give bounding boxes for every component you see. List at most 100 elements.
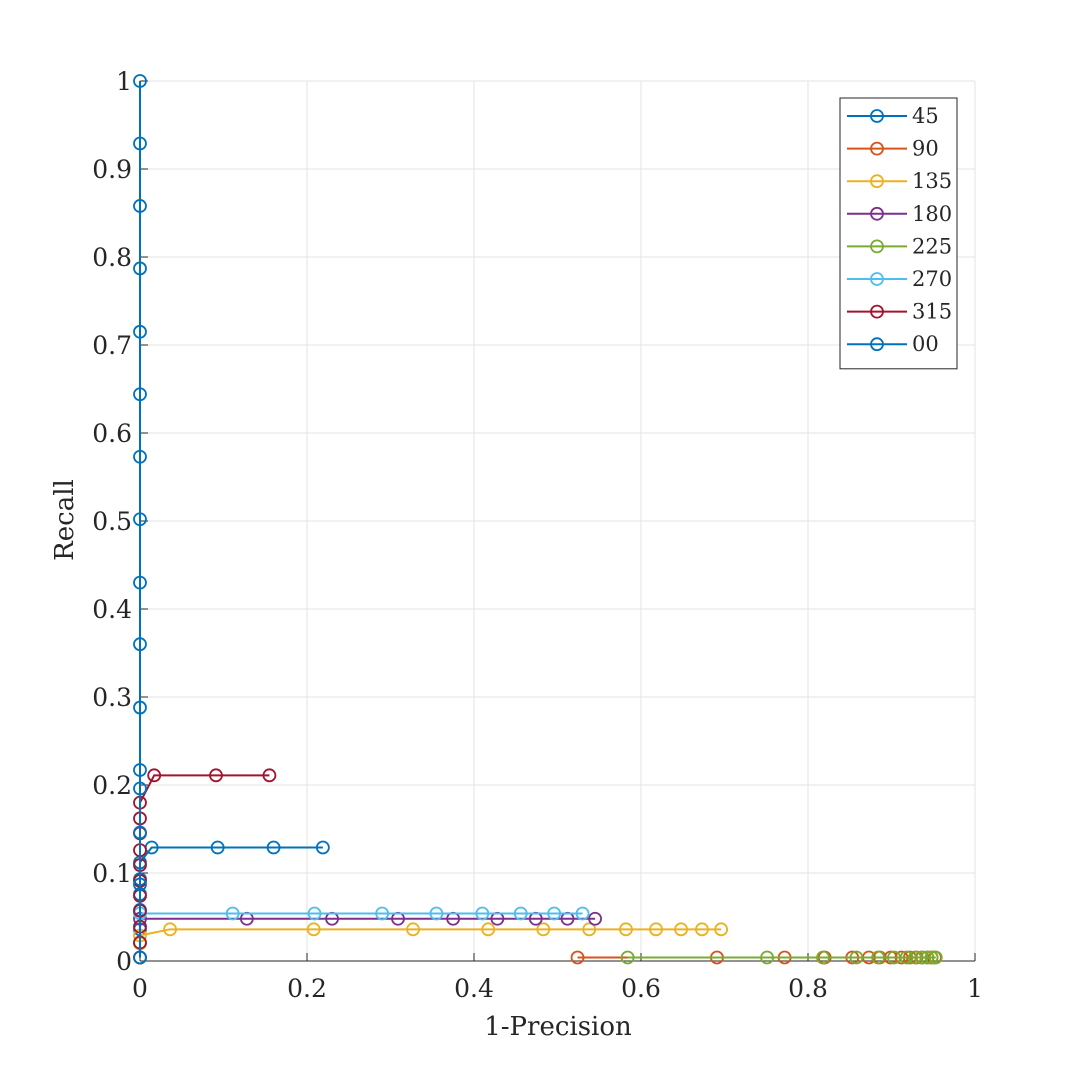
legend-marker (870, 206, 884, 221)
legend-label: 135 (912, 169, 952, 193)
legend-entry: 225 (847, 234, 952, 258)
legend-marker (870, 304, 884, 319)
legend-label: 225 (912, 234, 952, 258)
data-point (133, 637, 147, 652)
data-point (163, 922, 177, 937)
legend-entry: 90 (847, 137, 939, 161)
data-point (620, 950, 635, 965)
data-point (619, 922, 633, 937)
legend-label: 00 (912, 332, 939, 356)
legend: 45 90 135 180 225 270 315 00 (839, 97, 958, 370)
series-00 (133, 74, 147, 965)
x-tick-label: 0.8 (788, 974, 828, 1003)
data-point (928, 950, 943, 965)
data-point (920, 950, 935, 965)
y-tick-label: 0.1 (92, 859, 132, 888)
legend-label: 315 (912, 300, 952, 324)
data-point (133, 261, 147, 276)
y-tick-label: 0.6 (92, 419, 132, 448)
data-point (914, 950, 929, 965)
legend-label: 45 (912, 104, 939, 128)
legend-label: 90 (912, 137, 939, 161)
data-point (133, 950, 147, 965)
legend-label: 180 (912, 202, 952, 226)
y-tick-label: 0.8 (92, 243, 132, 272)
series-270 (133, 906, 590, 921)
legend-entry: 180 (847, 202, 952, 226)
data-point (375, 906, 390, 921)
data-point (133, 825, 147, 840)
data-point (133, 74, 147, 88)
data-point (513, 906, 528, 921)
series-line (139, 928, 722, 944)
plot-area (133, 74, 943, 965)
legend-entry: 00 (847, 332, 939, 356)
data-point (133, 136, 147, 151)
y-tick-label: 0.3 (92, 683, 132, 712)
data-point (588, 911, 602, 926)
data-point (760, 950, 774, 965)
data-point (262, 768, 277, 783)
x-tick-label: 0.4 (454, 974, 494, 1003)
y-tick-label: 0 (116, 947, 132, 976)
data-point (547, 906, 562, 921)
data-point (133, 387, 147, 402)
data-point (924, 950, 939, 965)
data-point (315, 840, 330, 855)
y-tick-label: 0.9 (92, 155, 132, 184)
data-point (536, 922, 551, 937)
x-axis-label: 1-Precision (484, 1012, 632, 1042)
data-point (570, 950, 585, 965)
data-point (816, 950, 830, 965)
y-tick-label: 0.7 (92, 331, 132, 360)
data-point (133, 199, 147, 213)
data-point (266, 840, 281, 855)
data-point (133, 763, 147, 777)
x-tick-label: 0.6 (621, 974, 661, 1003)
legend-entry: 270 (847, 267, 952, 291)
data-point (481, 922, 496, 937)
data-point (133, 449, 147, 464)
y-tick-label: 0.2 (92, 771, 132, 800)
data-point (133, 877, 147, 892)
series-225 (620, 950, 943, 965)
legend-marker (870, 239, 884, 254)
data-point (210, 840, 225, 855)
legend-marker (870, 337, 884, 352)
data-point (133, 700, 147, 715)
data-point (695, 922, 709, 937)
legend-marker (870, 272, 884, 286)
y-tick-label: 1 (116, 67, 132, 96)
data-point (147, 768, 162, 783)
x-tick-label: 0.2 (287, 974, 327, 1003)
data-point (871, 950, 886, 965)
data-point (582, 922, 597, 937)
legend-marker (870, 141, 884, 156)
legend-entry: 315 (847, 300, 952, 324)
data-point (209, 768, 223, 783)
data-point (649, 922, 663, 937)
data-point (133, 575, 147, 590)
data-point (849, 950, 864, 965)
data-point (674, 922, 688, 937)
data-point (133, 324, 147, 339)
data-point (406, 922, 420, 937)
data-point (225, 906, 240, 921)
legend-marker (870, 174, 884, 189)
grid (139, 80, 976, 962)
y-tick-label: 0.5 (92, 507, 132, 536)
legend-entry: 135 (847, 169, 952, 193)
data-point (714, 922, 729, 937)
y-axis-label: Recall (50, 479, 80, 561)
legend-entry: 45 (847, 104, 939, 128)
y-tick-label: 0.4 (92, 595, 132, 624)
data-point (475, 906, 490, 921)
data-point (133, 781, 147, 796)
tick-labels: 0 0.2 0.4 0.6 0.8 1 0 0.1 0.2 0.3 0.4 0.5 0.6 0.7 0.8 0… (92, 67, 983, 1003)
data-point (575, 906, 590, 921)
data-point (133, 512, 147, 527)
data-point (429, 906, 444, 921)
x-tick-label: 1 (967, 974, 983, 1003)
